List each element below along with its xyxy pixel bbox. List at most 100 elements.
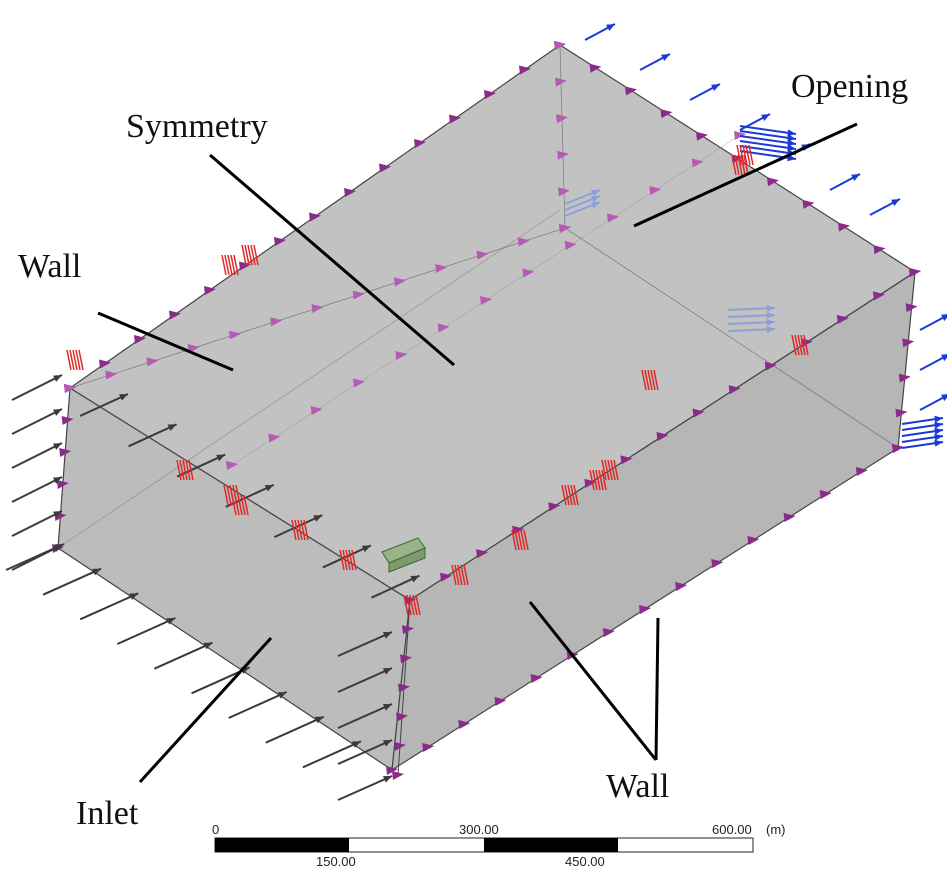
wall-marker (855, 467, 868, 476)
wall-marker (819, 490, 832, 499)
opening-arrow-head (941, 354, 947, 361)
opening-arrow-head (851, 174, 860, 181)
symmetry-marker (649, 186, 662, 195)
symmetry-marker (353, 378, 365, 388)
wall-hatch (237, 494, 243, 516)
wall-marker (625, 86, 637, 96)
symmetry-marker (229, 330, 241, 340)
wall-hatch (570, 484, 576, 506)
symmetry-marker (394, 277, 406, 287)
wall-hatch-small (514, 529, 520, 551)
inlet-arrow-head (53, 409, 62, 416)
opening-arrow (739, 130, 797, 140)
wall-hatch (739, 144, 745, 166)
wall-marker (656, 432, 669, 441)
wall-marker (838, 222, 850, 232)
symmetry-marker (480, 296, 492, 305)
scale-tick-label: 150.00 (316, 854, 356, 869)
wall-marker (59, 448, 72, 457)
wall-marker (584, 478, 597, 488)
wall-hatch (66, 349, 72, 371)
inlet-arrow-head (383, 704, 392, 711)
label-opening: Opening (791, 68, 909, 105)
wall-hatch (573, 484, 579, 506)
opening-arrow (739, 135, 797, 145)
symmetry-marker (395, 351, 408, 360)
wall-hatch (253, 244, 259, 266)
scale-bar (214, 837, 754, 853)
wall-hatch-small (409, 594, 415, 616)
wall-marker (396, 712, 408, 722)
leader-wall-bottom-1 (528, 601, 658, 761)
inlet-arrow (337, 775, 393, 801)
wall-marker (402, 625, 414, 635)
wall-hatch (78, 349, 84, 371)
leader-wall-bottom-2 (654, 617, 660, 761)
wall-marker (56, 480, 69, 489)
wall-marker (800, 338, 813, 348)
wall-marker (398, 683, 410, 693)
scale-seg (215, 838, 349, 852)
wall-marker (892, 444, 904, 453)
symmetry-marker (556, 114, 568, 124)
wall-hatch-small (406, 594, 412, 616)
wall-hatch (223, 484, 229, 506)
wall-marker (728, 385, 741, 395)
leader-wall-left (97, 311, 234, 372)
inner-edge (564, 227, 899, 449)
opening-arrow-head (934, 421, 943, 429)
inlet-arrow (337, 703, 393, 729)
wall-marker (204, 286, 216, 295)
wall-marker (660, 109, 673, 119)
wall-hatch-small (463, 564, 469, 586)
wall-marker (519, 65, 531, 75)
label-inlet: Inlet (76, 795, 139, 832)
inner-edge (559, 44, 566, 229)
wall-hatch-small (303, 519, 309, 541)
wall-marker (386, 766, 398, 775)
wall-hatch (794, 334, 800, 356)
symmetry-marker (559, 224, 571, 233)
opening-arrow (739, 140, 797, 150)
wall-hatch (75, 349, 81, 371)
wall-marker (696, 131, 708, 141)
wall-hatch (227, 254, 233, 276)
wall-hatch-small (653, 369, 659, 391)
scale-tick-label: 300.00 (459, 822, 499, 837)
wall-hatch-small (351, 549, 357, 571)
wall-marker (440, 572, 453, 582)
symmetry-marker (311, 304, 324, 313)
inlet-arrow (11, 510, 63, 537)
inlet-arrow (337, 631, 393, 657)
symmetry-marker (226, 461, 238, 470)
wall-hatch-small (523, 529, 529, 551)
inlet-arrow-head (55, 544, 64, 551)
wall-marker (767, 177, 779, 187)
inlet-arrow-head (53, 477, 62, 484)
wall-hatch-small (412, 594, 418, 616)
opening-arrow-head (934, 433, 943, 441)
inlet-arrow-head (53, 443, 62, 450)
wall-hatch-small (176, 459, 182, 481)
inlet-arrow (79, 592, 139, 621)
wall-hatch (595, 469, 601, 491)
wall-hatch (745, 144, 751, 166)
symmetry-marker (564, 241, 577, 250)
wall-marker (449, 114, 461, 124)
symmetry-marker (557, 150, 569, 160)
inlet-arrow (79, 393, 129, 417)
wall-marker (379, 163, 391, 173)
wall-marker (764, 361, 777, 371)
wall-hatch (233, 254, 239, 276)
wall-hatch-small (294, 519, 300, 541)
inlet-arrow-head (264, 484, 274, 492)
opening-arrow-head (934, 427, 943, 435)
scale-tick-label: 0 (212, 822, 220, 837)
wall-hatch (734, 154, 740, 176)
opening-arrow-head (941, 314, 947, 321)
opening-arrow-back-head (766, 311, 775, 319)
opening-arrow-back-head (591, 201, 600, 209)
inlet-arrow (128, 423, 177, 448)
wall-hatch (241, 244, 247, 266)
